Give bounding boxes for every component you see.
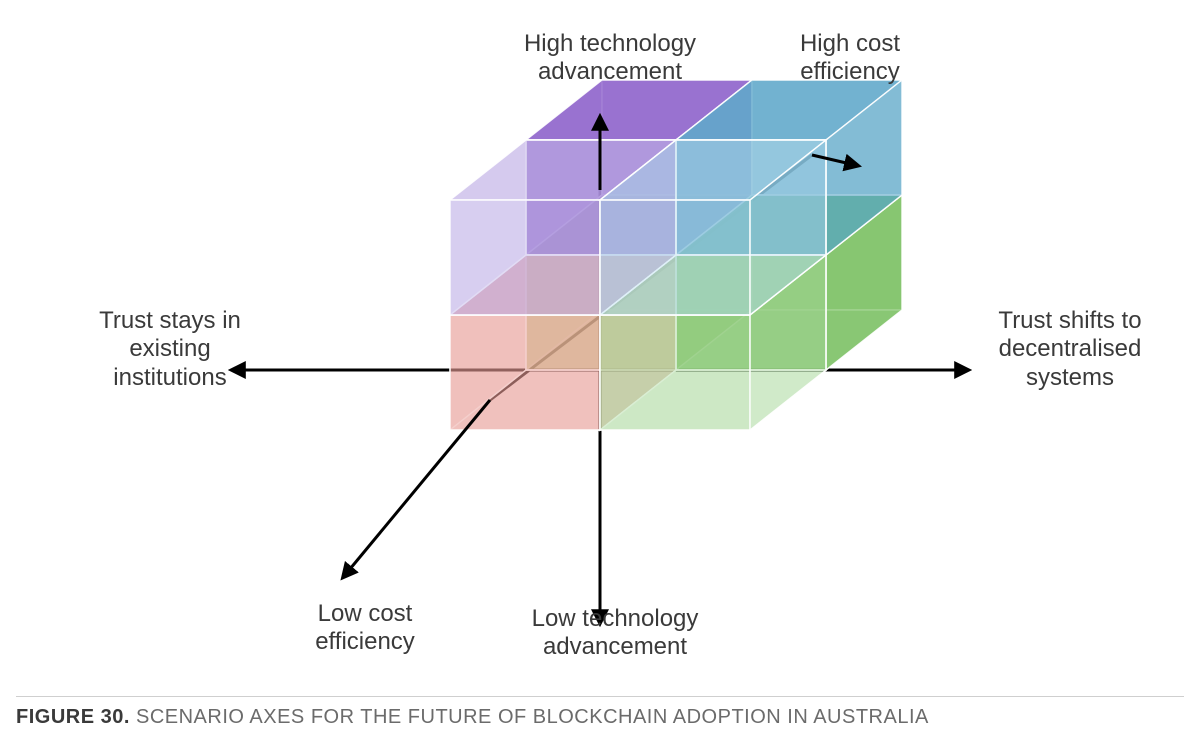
figure-caption: FIGURE 30. SCENARIO AXES FOR THE FUTURE … [16,706,929,729]
axis-label-front: Low cost efficiency [275,600,455,657]
caption-rule [16,696,1184,697]
axis-label-top: High technology advancement [500,30,720,87]
figure-number: FIGURE 30. [16,706,130,728]
axis-label-right: Trust shifts to decentralised systems [960,307,1180,392]
axis-label-bottom: Low technology advancement [505,605,725,662]
figure-title: SCENARIO AXES FOR THE FUTURE OF BLOCKCHA… [136,706,929,728]
diagram-stage: High technology advancement High cost ef… [0,0,1200,743]
cubes [450,80,902,430]
axis-label-back: High cost efficiency [760,30,940,87]
axis-label-left: Trust stays in existing institutions [75,307,265,392]
